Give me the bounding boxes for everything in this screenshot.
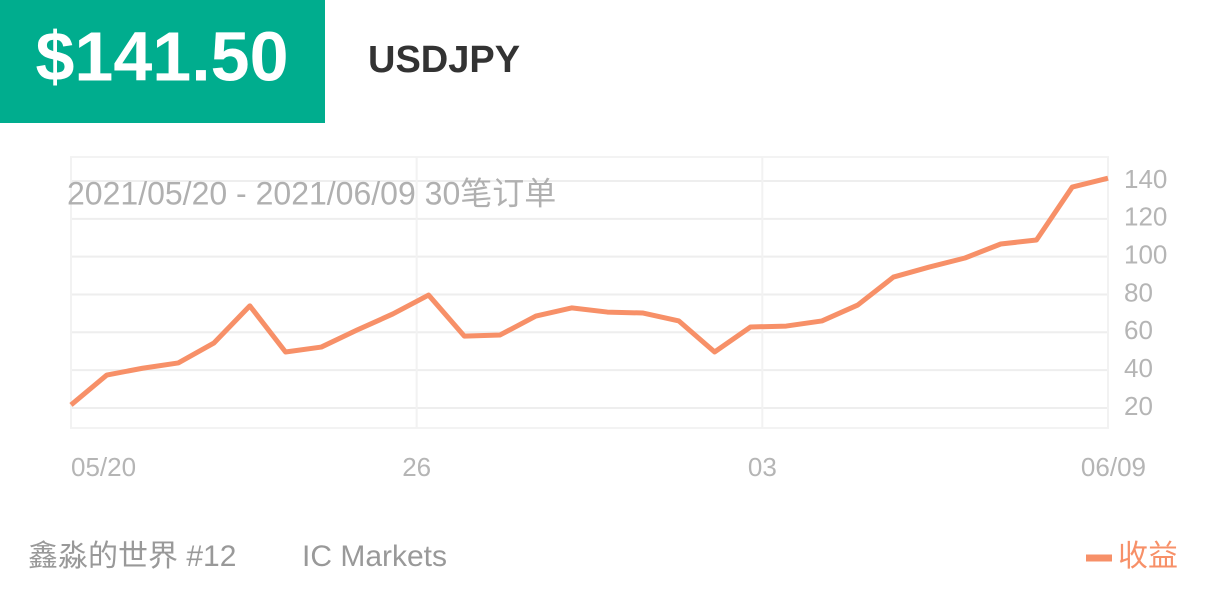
y-tick-label: 100 xyxy=(1124,240,1167,270)
legend-label: 收益 xyxy=(1118,540,1178,573)
price: $141.50 xyxy=(35,17,288,95)
x-tick-label: 05/20 xyxy=(71,452,136,482)
y-tick-label: 20 xyxy=(1124,391,1153,421)
chart-subtitle: 2021/05/20 - 2021/06/09 30笔订单 xyxy=(67,175,556,211)
price-badge xyxy=(0,0,325,123)
y-tick-label: 140 xyxy=(1124,164,1167,194)
y-tick-label: 80 xyxy=(1124,277,1153,307)
plot: 20 40 60 80 100 120 140 05/20 26 03 06/09 xyxy=(69,156,1167,482)
account: 鑫淼的世界 #12 xyxy=(28,540,236,573)
y-tick-label: 40 xyxy=(1124,353,1153,383)
line-series xyxy=(69,175,1109,407)
y-tick-label: 120 xyxy=(1124,202,1167,232)
y-tick-label: 60 xyxy=(1124,315,1153,345)
broker: IC Markets xyxy=(302,540,447,573)
symbol: USDJPY xyxy=(368,39,520,81)
x-tick-label: 26 xyxy=(402,452,431,482)
x-tick-label: 03 xyxy=(748,452,777,482)
x-tick-label: 06/09 xyxy=(1081,452,1146,482)
